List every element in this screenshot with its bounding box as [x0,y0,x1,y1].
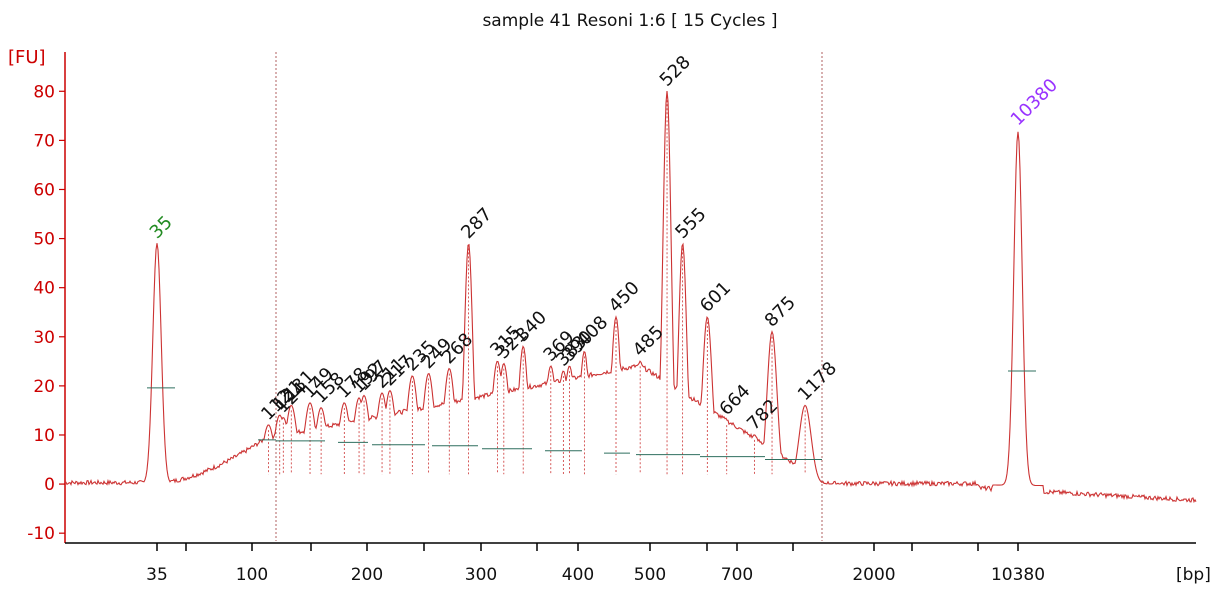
peak-label: 1178 [794,358,841,405]
x-tick-label: 400 [562,565,594,585]
upper-marker-label: 10380 [1007,75,1062,130]
peak-label: 450 [605,278,644,317]
lower-marker-label: 35 [146,212,177,243]
x-tick-label: 500 [634,565,666,585]
y-tick-label: 50 [33,230,55,250]
peak-label: 875 [761,292,800,331]
x-tick-label: 700 [721,565,753,585]
peak-label: 268 [438,329,477,368]
y-tick-label: 40 [33,279,55,299]
chart-title: sample 41 Resoni 1:6 [ 15 Cycles ] [482,11,777,31]
x-axis-label: [bp] [1176,565,1211,585]
y-tick-label: 60 [33,180,55,200]
x-tick-label: 300 [465,565,497,585]
x-tick-label: 100 [236,565,268,585]
y-tick-label: -10 [27,524,55,544]
peak-label: 601 [696,278,735,317]
x-tick-label: 2000 [852,565,895,585]
x-tick-label: 10380 [991,565,1045,585]
x-tick-label: 200 [351,565,383,585]
y-axis-label: [FU] [8,47,46,68]
peak-label: 485 [629,322,668,361]
y-tick-label: 80 [33,82,55,102]
y-tick-label: 0 [44,475,55,495]
peak-label: 287 [457,204,496,243]
y-tick-label: 20 [33,377,55,397]
x-tick-label: 35 [146,565,168,585]
y-tick-label: 10 [33,426,55,446]
trace-line [64,91,1197,504]
y-tick-label: 70 [33,131,55,151]
y-tick-label: 30 [33,328,55,348]
peak-label: 555 [671,204,710,243]
peak-label: 782 [743,395,782,434]
peak-label: 528 [656,52,695,91]
